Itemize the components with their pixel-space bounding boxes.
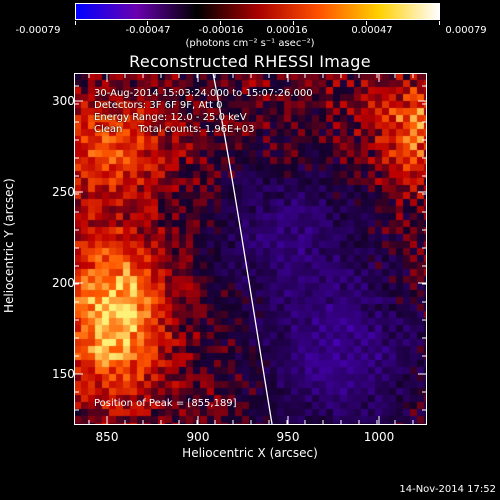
y-axis-label: Heliocentric Y (arcsec) — [2, 178, 16, 313]
peak-position: Position of Peak = [855,189] — [94, 398, 237, 409]
colorbar-tick — [75, 21, 76, 25]
colorbar-units: (photons cm⁻² s⁻¹ asec⁻²) — [185, 38, 315, 49]
colorbar-tick — [220, 21, 221, 25]
energy-range: Energy Range: 12.0 - 25.0 keV — [94, 112, 247, 123]
colorbar-tick-label: -0.00079 — [15, 25, 61, 36]
x-tick-label: 850 — [95, 430, 119, 444]
colorbar — [75, 3, 440, 20]
colorbar-tick-label: -0.00016 — [198, 25, 244, 36]
y-tick-label: 300 — [52, 94, 75, 108]
timestamp: 14-Nov-2014 17:52 — [399, 484, 496, 495]
colorbar-tick-label: 0.00016 — [266, 25, 308, 36]
algorithm-counts: Clean Total counts: 1.96E+03 — [94, 124, 255, 135]
x-tick-label: 1000 — [363, 430, 395, 444]
colorbar-tick — [293, 21, 294, 25]
x-axis-label: Heliocentric X (arcsec) — [182, 446, 318, 460]
y-tick-label: 250 — [52, 185, 75, 199]
y-tick-label: 150 — [52, 367, 75, 381]
observation-time: 30-Aug-2014 15:03:24.000 to 15:07:26.000 — [94, 88, 313, 99]
colorbar-tick-label: 0.00079 — [445, 25, 487, 36]
colorbar-tick-label: -0.00047 — [125, 25, 171, 36]
y-tick-label: 200 — [52, 276, 75, 290]
colorbar-tick — [147, 21, 148, 25]
colorbar-tick — [366, 21, 367, 25]
image-title: Reconstructed RHESSI Image — [129, 52, 371, 71]
x-tick-label: 950 — [276, 430, 300, 444]
colorbar-tick — [439, 21, 440, 25]
x-tick-label: 900 — [186, 430, 210, 444]
detectors: Detectors: 3F 6F 9F, Att 0 — [94, 100, 223, 111]
colorbar-tick-label: 0.00047 — [351, 25, 393, 36]
